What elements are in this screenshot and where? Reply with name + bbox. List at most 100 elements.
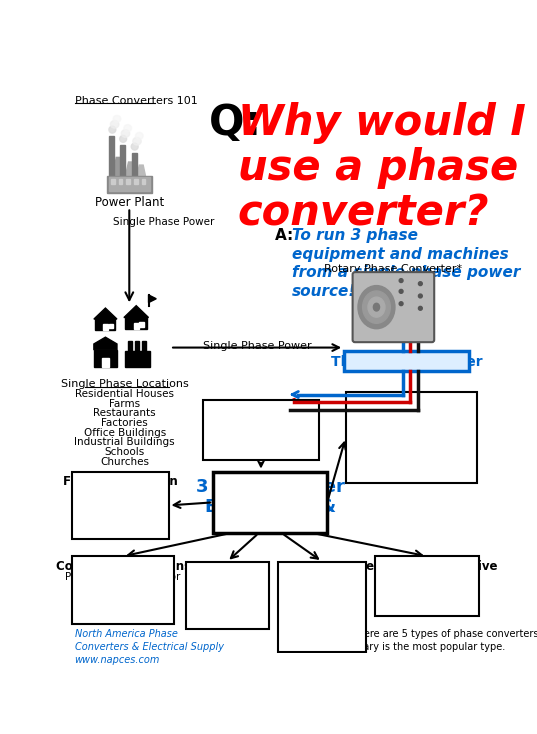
Bar <box>142 341 146 353</box>
Bar <box>203 400 319 460</box>
Text: Churches: Churches <box>100 457 149 467</box>
Ellipse shape <box>121 130 129 137</box>
Ellipse shape <box>120 136 127 142</box>
Text: EDM: EDM <box>415 603 439 613</box>
Text: Plasma Cutter: Plasma Cutter <box>390 582 464 592</box>
Text: Metal Lathe: Metal Lathe <box>381 417 442 427</box>
Text: Sharper: Sharper <box>301 606 343 616</box>
Text: Q:: Q: <box>208 102 275 144</box>
Text: Office Buildings: Office Buildings <box>84 428 166 437</box>
Text: Piston Air Compressor: Piston Air Compressor <box>66 572 181 581</box>
Bar <box>108 136 114 176</box>
Bar <box>135 341 139 353</box>
Ellipse shape <box>109 126 116 133</box>
Text: Grinder: Grinder <box>391 426 431 437</box>
Text: *There are 5 types of phase converters.
Rotary is the most popular type.: *There are 5 types of phase converters. … <box>347 628 537 652</box>
Bar <box>120 145 126 176</box>
Text: Schools: Schools <box>105 447 145 457</box>
Ellipse shape <box>362 291 390 323</box>
Text: Single Phase Power: Single Phase Power <box>113 217 214 228</box>
Text: Bender: Bender <box>393 473 430 484</box>
Polygon shape <box>124 305 149 318</box>
Bar <box>346 392 476 483</box>
Bar <box>94 350 117 367</box>
Bar <box>142 179 146 184</box>
Text: Welder: Welder <box>409 572 445 581</box>
Circle shape <box>399 279 403 283</box>
Bar <box>72 556 174 624</box>
Text: Farms: Farms <box>109 399 140 409</box>
Ellipse shape <box>133 137 141 145</box>
Text: Resistive & Inductive: Resistive & Inductive <box>357 560 497 573</box>
Text: Why would I
use a phase
converter?: Why would I use a phase converter? <box>238 102 526 235</box>
Text: Fan: Fan <box>218 619 236 628</box>
Bar <box>132 153 137 176</box>
Text: Exhaust Fan: Exhaust Fan <box>92 592 155 603</box>
Circle shape <box>418 282 422 286</box>
Bar <box>108 324 113 328</box>
Text: Planner: Planner <box>302 644 342 655</box>
Bar <box>139 322 144 327</box>
Text: Three Phase Power: Three Phase Power <box>331 355 482 369</box>
Bar <box>344 352 469 371</box>
Text: Restaurants: Restaurants <box>93 408 156 418</box>
Text: Screw Compressor: Screw Compressor <box>75 582 172 592</box>
Bar <box>126 318 147 330</box>
Bar <box>101 357 109 367</box>
Text: Meat Saw: Meat Saw <box>95 508 146 517</box>
Ellipse shape <box>124 125 132 131</box>
Text: Single Phase Power: Single Phase Power <box>203 341 311 351</box>
Text: Sander: Sander <box>304 616 340 625</box>
Text: Compressors & Fans: Compressors & Fans <box>55 560 191 573</box>
Ellipse shape <box>368 297 385 317</box>
Ellipse shape <box>373 303 380 311</box>
Text: Dough Mixer: Dough Mixer <box>88 498 154 507</box>
Bar <box>278 562 366 653</box>
Polygon shape <box>94 337 117 350</box>
Bar <box>96 319 115 330</box>
Text: Press: Press <box>397 436 425 446</box>
Polygon shape <box>94 308 117 319</box>
Ellipse shape <box>113 115 121 123</box>
Bar <box>103 324 108 330</box>
Text: CNC Lathe: CNC Lathe <box>234 426 288 436</box>
Ellipse shape <box>358 286 395 329</box>
Text: Irrigation Pump: Irrigation Pump <box>187 587 267 597</box>
Text: Milling Machine: Milling Machine <box>371 407 452 418</box>
Text: Battery Charger: Battery Charger <box>385 592 469 603</box>
Text: CNC Equipment: CNC Equipment <box>209 404 313 417</box>
Text: To run 3 phase
equipment and machines
from a single phase power
source!: To run 3 phase equipment and machines fr… <box>292 228 520 299</box>
Text: Table Saw: Table Saw <box>296 577 348 587</box>
Bar <box>126 179 130 184</box>
Bar <box>375 556 479 617</box>
Text: Grain Dryer: Grain Dryer <box>197 577 258 587</box>
Text: A:: A: <box>275 228 299 243</box>
Circle shape <box>399 302 403 305</box>
Circle shape <box>418 306 422 310</box>
Text: Industrial Buildings: Industrial Buildings <box>74 437 175 447</box>
Text: Jointer: Jointer <box>305 596 339 606</box>
Bar <box>111 179 115 184</box>
Text: Woodworking: Woodworking <box>277 565 367 578</box>
Text: Residential Houses: Residential Houses <box>75 389 174 399</box>
Text: Refrigeration: Refrigeration <box>86 518 155 528</box>
Bar <box>213 471 327 533</box>
Polygon shape <box>137 165 146 176</box>
Text: Factories: Factories <box>101 418 148 428</box>
Text: Rotary Phase Converter*: Rotary Phase Converter* <box>324 264 462 274</box>
Ellipse shape <box>111 120 119 128</box>
Text: CNC Milling Machine: CNC Milling Machine <box>208 415 314 425</box>
Text: Conveyor: Conveyor <box>202 608 252 618</box>
Text: Pivot: Pivot <box>214 597 240 608</box>
Text: CNC Router: CNC Router <box>231 437 291 447</box>
Text: Metalworking: Metalworking <box>366 396 456 409</box>
Circle shape <box>418 294 422 298</box>
Text: Cold Saw: Cold Saw <box>387 454 435 465</box>
Bar <box>108 178 150 192</box>
Bar <box>119 179 122 184</box>
FancyBboxPatch shape <box>353 272 434 342</box>
Text: Single Phase Locations: Single Phase Locations <box>61 379 188 389</box>
Text: Power Plant: Power Plant <box>95 196 164 209</box>
Circle shape <box>399 289 403 294</box>
Text: Phase Converters 101: Phase Converters 101 <box>75 95 198 106</box>
